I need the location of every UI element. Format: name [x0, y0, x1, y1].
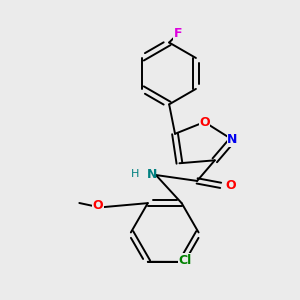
Text: O: O — [92, 199, 103, 212]
Text: Cl: Cl — [179, 254, 192, 267]
Text: O: O — [225, 179, 236, 192]
Text: N: N — [227, 133, 238, 146]
Text: O: O — [199, 116, 210, 128]
Text: F: F — [174, 27, 182, 40]
Text: H: H — [131, 169, 140, 178]
Text: N: N — [146, 168, 157, 181]
